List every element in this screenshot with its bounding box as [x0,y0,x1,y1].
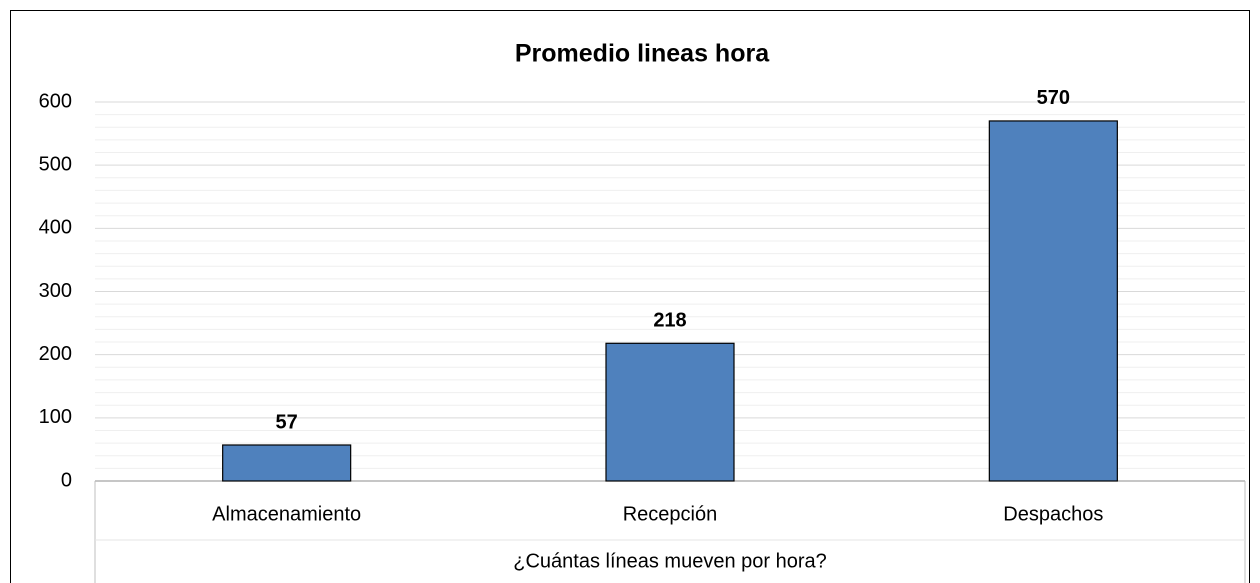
y-tick-label: 0 [61,469,72,491]
data-label: 570 [1037,87,1070,109]
data-label: 57 [276,411,298,433]
y-tick-label: 400 [39,217,72,239]
y-tick-label: 600 [39,90,72,112]
y-tick-label: 100 [39,406,72,428]
x-tick-label: Almacenamiento [212,503,361,525]
bar [988,120,1118,482]
x-tick-label: Despachos [1003,503,1103,525]
y-tick-label: 200 [39,343,72,365]
data-label: 218 [653,310,686,332]
bar [222,444,352,482]
bar [605,342,735,482]
y-tick-label: 300 [39,280,72,302]
chart-title: Promedio lineas hora [515,40,770,68]
x-axis-title: ¿Cuántas líneas mueven por hora? [513,550,827,572]
x-tick-label: Recepción [623,503,718,525]
y-tick-label: 500 [39,153,72,175]
